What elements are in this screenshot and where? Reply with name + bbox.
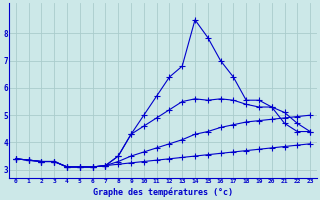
X-axis label: Graphe des températures (°c): Graphe des températures (°c) [93,187,233,197]
